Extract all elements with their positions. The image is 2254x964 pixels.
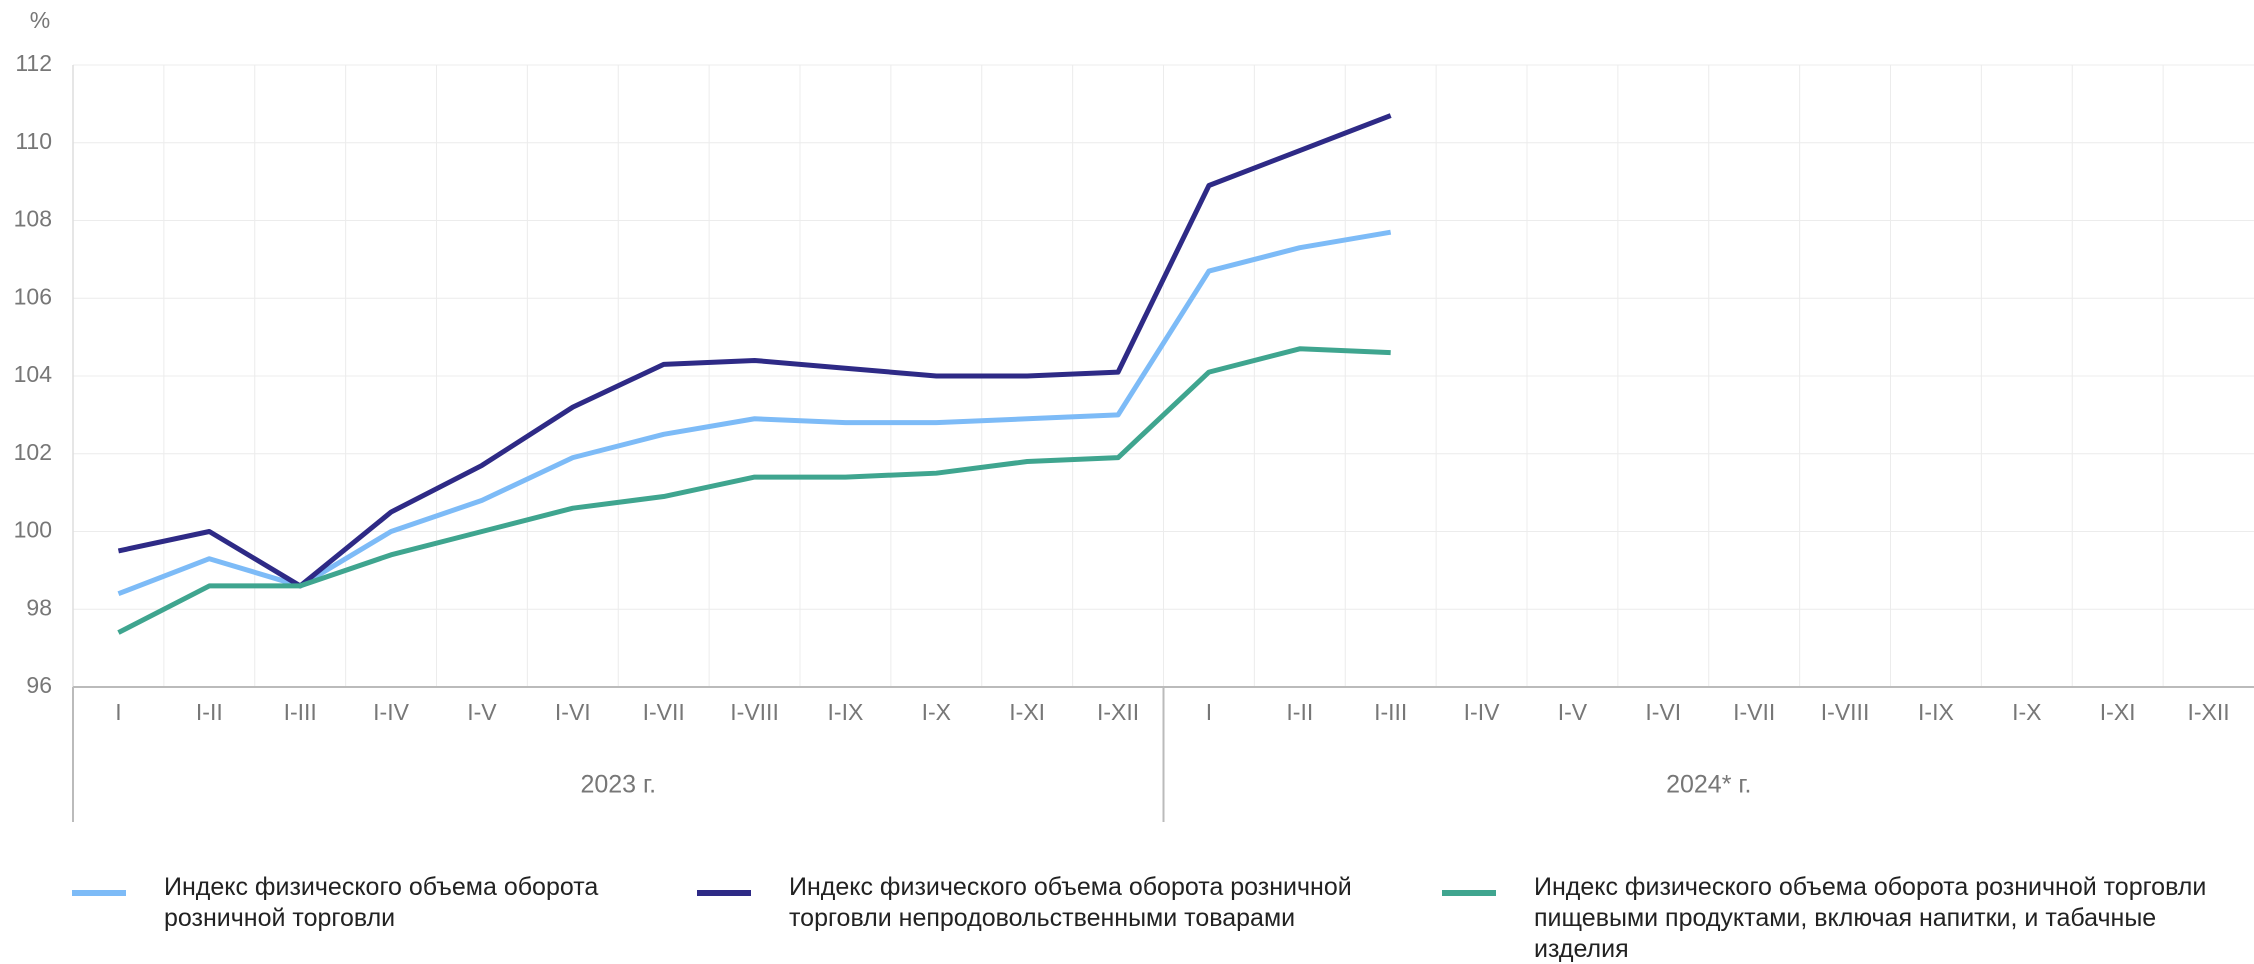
y-tick-label: 100 (14, 517, 52, 543)
x-tick-label: I-VII (1733, 699, 1775, 725)
y-axis-label: % (30, 7, 50, 33)
x-tick-label: I-XII (1097, 699, 1139, 725)
x-tick-label: I-IX (1918, 699, 1954, 725)
x-tick-label: I-III (1374, 699, 1407, 725)
x-tick-label: I-VI (555, 699, 591, 725)
legend-swatch (72, 890, 126, 896)
group-label: 2023 г. (580, 771, 656, 799)
x-tick-label: I-IV (1464, 699, 1500, 725)
x-tick-label: I-VI (1645, 699, 1681, 725)
legend-swatch (697, 890, 751, 896)
y-tick-label: 110 (15, 128, 52, 154)
x-tick-label: I (1206, 699, 1212, 725)
y-tick-label: 104 (14, 361, 53, 387)
x-tick-label: I-IV (373, 699, 409, 725)
x-tick-label: I-XI (2100, 699, 2136, 725)
legend-label: Индекс физического объема оборота рознич… (164, 873, 599, 932)
legend-label: Индекс физического объема оборота рознич… (1534, 873, 2207, 963)
series-line (117, 229, 1392, 597)
legend-item: Индекс физического объема оборота рознич… (1442, 872, 2254, 964)
x-tick-label: I-II (196, 699, 223, 725)
x-tick-label: I (115, 699, 121, 725)
x-tick-label: I-X (922, 699, 951, 725)
legend-item: Индекс физического объема оборота рознич… (697, 872, 1369, 934)
x-tick-label: I-IX (828, 699, 864, 725)
legend-item: Индекс физического объема оборота рознич… (72, 872, 644, 934)
x-tick-label: I-V (1558, 699, 1588, 725)
x-tick-label: I-III (284, 699, 317, 725)
y-tick-label: 102 (14, 439, 52, 465)
x-tick-label: I-VII (643, 699, 685, 725)
x-tick-label: I-VIII (1821, 699, 1870, 725)
y-tick-label: 106 (14, 283, 52, 309)
x-tick-label: I-VIII (730, 699, 779, 725)
y-tick-label: 112 (15, 50, 52, 76)
y-tick-label: 98 (26, 594, 52, 620)
y-tick-label: 96 (26, 672, 52, 698)
legend-swatch (1442, 890, 1496, 896)
legend-label: Индекс физического объема оборота рознич… (789, 873, 1352, 932)
x-tick-label: I-X (2012, 699, 2041, 725)
x-tick-label: I-XII (2187, 699, 2229, 725)
series-line (117, 346, 1391, 635)
y-tick-label: 108 (14, 206, 52, 232)
x-tick-label: I-II (1286, 699, 1313, 725)
x-tick-label: I-V (467, 699, 497, 725)
group-label: 2024* г. (1666, 771, 1751, 799)
x-tick-label: I-XI (1009, 699, 1045, 725)
series-line (117, 113, 1392, 589)
